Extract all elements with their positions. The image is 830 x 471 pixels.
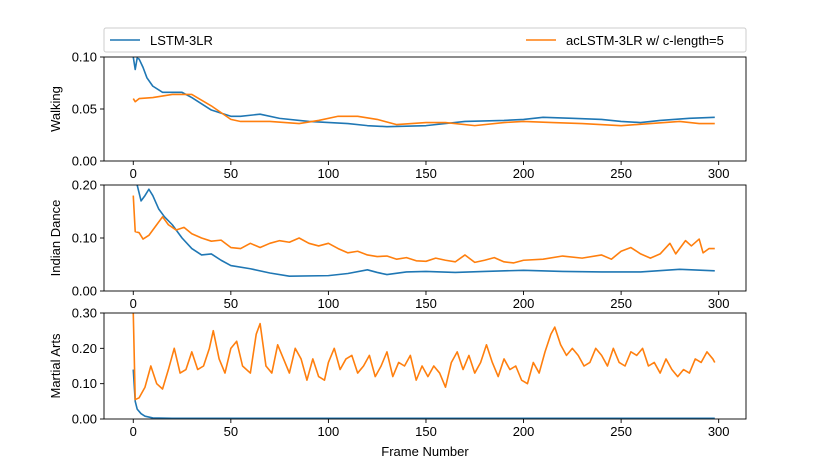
x-tick-label: 100 <box>318 296 340 311</box>
y-axis-label: Martial Arts <box>48 333 63 399</box>
x-tick-label: 200 <box>513 296 535 311</box>
series-line-lstm <box>136 185 715 277</box>
subplot-3: 0.00 0.10 0.20 0.30 0 50 100 150 200 250 300 Martia… <box>48 306 747 439</box>
x-tick-label: 250 <box>610 296 632 311</box>
series-line-aclstm <box>132 313 716 401</box>
series-line-lstm <box>132 57 715 128</box>
x-axis-label: Frame Number <box>381 444 469 459</box>
y-tick-label: 0.30 <box>72 306 97 321</box>
x-tick-label: 150 <box>415 296 437 311</box>
x-tick-label: 0 <box>130 424 137 439</box>
x-tick-label: 100 <box>318 424 340 439</box>
y-axis-label: Walking <box>48 86 63 132</box>
x-tick-label: 0 <box>130 166 137 181</box>
x-tick-label: 250 <box>610 424 632 439</box>
series-line-aclstm <box>132 93 715 127</box>
x-tick-label: 200 <box>513 424 535 439</box>
x-tick-label: 100 <box>318 166 340 181</box>
legend-box <box>103 27 747 53</box>
legend: LSTM-3LR acLSTM-3LR w/ c-length=5 <box>103 27 747 53</box>
y-tick-label: 0.20 <box>72 341 97 356</box>
series-line-aclstm <box>132 195 715 264</box>
axes-frame <box>103 56 747 162</box>
legend-label-aclstm: acLSTM-3LR w/ c-length=5 <box>566 33 724 48</box>
x-tick-label: 300 <box>708 166 730 181</box>
x-tick-label: 50 <box>224 424 238 439</box>
series-line-lstm <box>132 369 715 419</box>
y-tick-label: 0.00 <box>72 412 97 427</box>
y-axis-label: Indian Dance <box>48 200 63 277</box>
x-tick-label: 300 <box>708 296 730 311</box>
subplot-1: 0.00 0.05 0.10 0 50 100 150 200 250 300 Walking <box>48 50 747 181</box>
x-tick-label: 0 <box>130 296 137 311</box>
x-tick-label: 300 <box>708 424 730 439</box>
x-tick-label: 200 <box>513 166 535 181</box>
subplot-2: 0.00 0.10 0.20 0 50 100 150 200 250 300 Indian Dan… <box>48 178 747 311</box>
x-tick-label: 150 <box>415 166 437 181</box>
axes-frame <box>103 312 747 420</box>
x-tick-label: 250 <box>610 166 632 181</box>
subplot-panels: 0.000.050.100 50 100 150 200 250 300Walking0.0… <box>48 50 747 439</box>
y-tick-label: 0.00 <box>72 284 97 299</box>
y-tick-label: 0.10 <box>72 376 97 391</box>
y-tick-label: 0.20 <box>72 178 97 193</box>
x-tick-label: 50 <box>224 166 238 181</box>
legend-label-lstm: LSTM-3LR <box>150 33 213 48</box>
y-tick-label: 0.10 <box>72 50 97 65</box>
y-tick-label: 0.05 <box>72 102 97 117</box>
x-tick-label: 150 <box>415 424 437 439</box>
y-tick-label: 0.00 <box>72 154 97 169</box>
x-tick-label: 50 <box>224 296 238 311</box>
y-tick-label: 0.10 <box>72 231 97 246</box>
